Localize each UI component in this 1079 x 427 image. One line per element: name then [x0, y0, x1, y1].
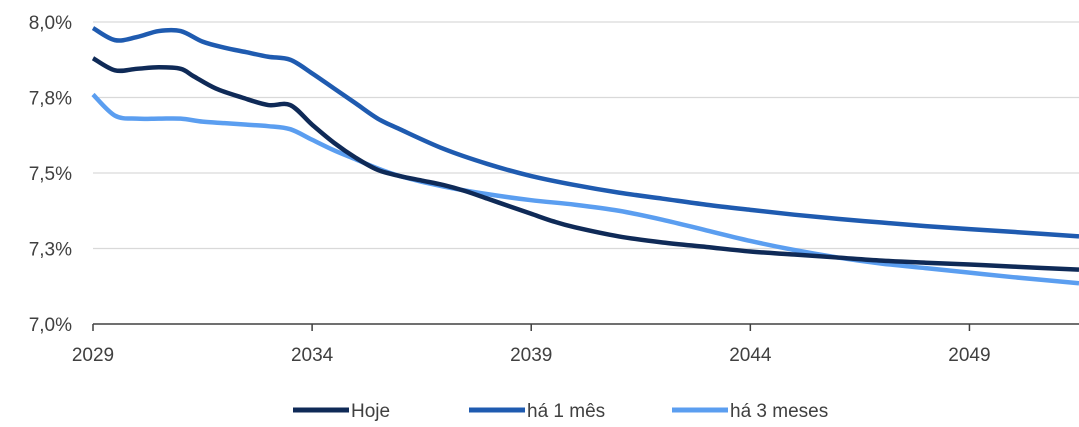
y-tick-label: 7,0% [29, 315, 72, 336]
series-line-2 [91, 26, 1079, 239]
series-lines [91, 26, 1079, 286]
legend-label: há 3 meses [730, 401, 828, 422]
gridlines [93, 21, 1079, 250]
x-tick-label: 2034 [291, 345, 334, 366]
x-tick-label: 2039 [510, 345, 552, 366]
x-tick-label: 2029 [72, 345, 114, 366]
x-tick-label: 2044 [729, 345, 772, 366]
legend-label: há 1 mês [527, 401, 605, 422]
legend: Hoje há 1 mês há 3 meses [293, 401, 828, 422]
y-tick-label: 7,3% [29, 240, 72, 261]
y-tick-label: 7,5% [29, 164, 72, 185]
y-tick-label: 8,0% [29, 13, 72, 34]
legend-label: Hoje [351, 401, 390, 422]
x-axis [92, 323, 1079, 331]
x-tick-label: 2049 [948, 345, 990, 366]
y-axis-tick-labels: 7,0% 7,3% 7,5% 7,8% 8,0% [29, 13, 72, 336]
series-line-1 [91, 56, 1079, 272]
x-axis-tick-labels: 2029 2034 2039 2044 2049 [72, 345, 991, 366]
y-tick-label: 7,8% [29, 89, 72, 110]
